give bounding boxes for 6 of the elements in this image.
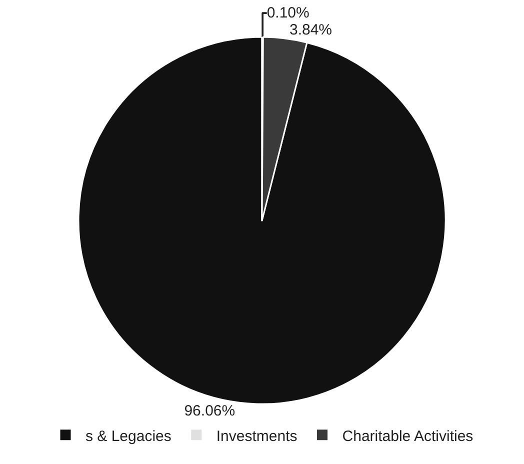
data-label: 3.84% bbox=[289, 22, 332, 39]
legend-label: Charitable Activities bbox=[342, 428, 474, 445]
data-label: 96.06% bbox=[184, 402, 236, 420]
legend-label: Investments bbox=[216, 428, 298, 445]
data-label: 0.10% bbox=[266, 4, 310, 22]
legend-label: s & Legacies bbox=[86, 428, 172, 445]
